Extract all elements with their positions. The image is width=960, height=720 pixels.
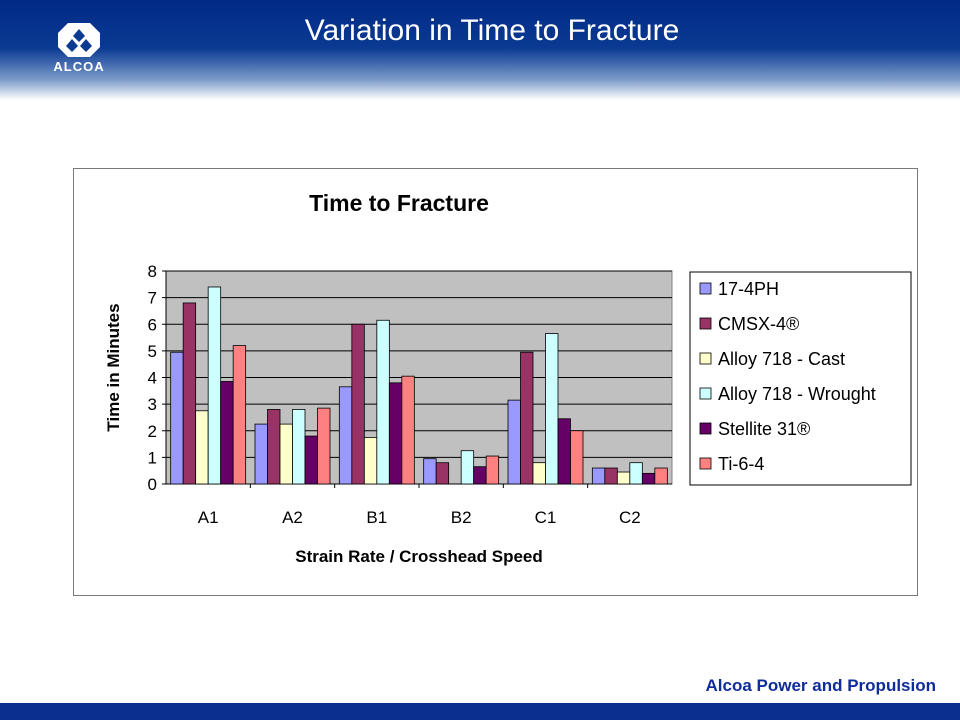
logo-text: ALCOA xyxy=(53,59,105,74)
y-tick-label: 6 xyxy=(148,315,157,334)
bar-c1-series-5 xyxy=(557,418,571,485)
y-tick-label: 8 xyxy=(148,262,157,281)
x-tick-label: B2 xyxy=(451,508,472,527)
bar-b2-series-1 xyxy=(423,458,437,485)
bar-a2-series-1 xyxy=(254,423,268,485)
chart-container: Time to Fracture 0 1 2 3 4 5 6 7 8 A1 A2 B1 B2 C1 C2 Str… xyxy=(73,168,918,596)
bar-a1-series-1 xyxy=(170,351,184,485)
bar-b1-series-2 xyxy=(351,323,365,485)
y-tick-label: 7 xyxy=(148,289,157,308)
bar-c1-series-6 xyxy=(570,430,584,485)
bar-b1-series-3 xyxy=(363,437,378,485)
bar-c2-series-1 xyxy=(591,467,606,485)
bar-c2-series-3 xyxy=(616,471,631,485)
bar-a2-series-4 xyxy=(292,409,306,485)
legend-swatch-3 xyxy=(699,352,712,365)
bar-c2-series-4 xyxy=(629,462,643,485)
bar-b1-series-1 xyxy=(338,386,353,485)
bar-chart: Time to Fracture 0 1 2 3 4 5 6 7 8 A1 A2 B1 B2 C1 C2 Str… xyxy=(104,190,912,566)
bar-a1-series-2 xyxy=(182,302,197,485)
y-tick-label: 0 xyxy=(148,475,157,494)
x-tick-label: C1 xyxy=(535,508,557,527)
bar-b2-series-6 xyxy=(485,455,500,485)
footer-bar xyxy=(0,703,960,720)
bar-c2-series-6 xyxy=(654,467,668,485)
bar-a2-series-3 xyxy=(279,423,293,485)
bar-a2-series-6 xyxy=(317,407,331,485)
legend-label-4: Alloy 718 - Wrought xyxy=(718,384,876,404)
bar-a1-series-5 xyxy=(220,381,234,485)
legend-swatch-5 xyxy=(699,422,712,435)
footer-text: Alcoa Power and Propulsion xyxy=(705,676,936,695)
x-axis-label: Strain Rate / Crosshead Speed xyxy=(295,547,543,566)
header-banner: ALCOA Variation in Time to Fracture xyxy=(0,0,960,100)
legend-swatch-2 xyxy=(699,317,712,330)
y-tick-label: 1 xyxy=(148,448,157,467)
bar-c1-series-2 xyxy=(520,351,534,485)
chart-title: Time to Fracture xyxy=(309,190,489,216)
y-tick-label: 2 xyxy=(148,422,157,441)
y-tick-label: 4 xyxy=(148,369,157,388)
alcoa-logo: ALCOA xyxy=(48,20,110,76)
bar-a1-series-3 xyxy=(195,410,209,485)
bar-a1-series-6 xyxy=(232,345,247,485)
bar-c2-series-5 xyxy=(641,472,656,485)
legend-label-2: CMSX-4® xyxy=(718,314,799,334)
legend-swatch-1 xyxy=(699,282,712,295)
bar-c1-series-4 xyxy=(545,333,559,485)
x-tick-label: B1 xyxy=(366,508,387,527)
legend-label-5: Stellite 31® xyxy=(718,419,810,439)
bar-c1-series-1 xyxy=(507,399,521,485)
legend-label-3: Alloy 718 - Cast xyxy=(718,349,845,369)
bar-b1-series-4 xyxy=(376,319,390,485)
legend-label-6: Ti-6-4 xyxy=(718,454,764,474)
legend-box xyxy=(689,271,912,486)
legend-label-1: 17-4PH xyxy=(718,279,779,299)
slide-title: Variation in Time to Fracture xyxy=(304,14,680,47)
x-tick-label: C2 xyxy=(619,508,641,527)
alcoa-logo-icon xyxy=(58,23,100,57)
legend-swatch-4 xyxy=(699,387,712,400)
bar-a2-series-2 xyxy=(267,409,281,485)
x-tick-label: A1 xyxy=(198,508,219,527)
bar-b2-series-4 xyxy=(460,450,475,485)
bar-b1-series-6 xyxy=(401,375,415,485)
bar-a1-series-4 xyxy=(207,286,222,485)
bar-b2-series-5 xyxy=(473,466,487,485)
bar-a2-series-5 xyxy=(304,435,318,485)
bar-c2-series-2 xyxy=(604,467,618,485)
x-tick-label: A2 xyxy=(282,508,303,527)
y-axis-label: Time in Minutes xyxy=(104,303,123,431)
bar-b2-series-2 xyxy=(435,462,450,485)
legend-swatch-6 xyxy=(699,457,712,470)
y-tick-label: 3 xyxy=(148,395,157,414)
bar-b1-series-5 xyxy=(388,382,403,485)
bar-c1-series-3 xyxy=(532,462,546,485)
y-tick-label: 5 xyxy=(148,342,157,361)
